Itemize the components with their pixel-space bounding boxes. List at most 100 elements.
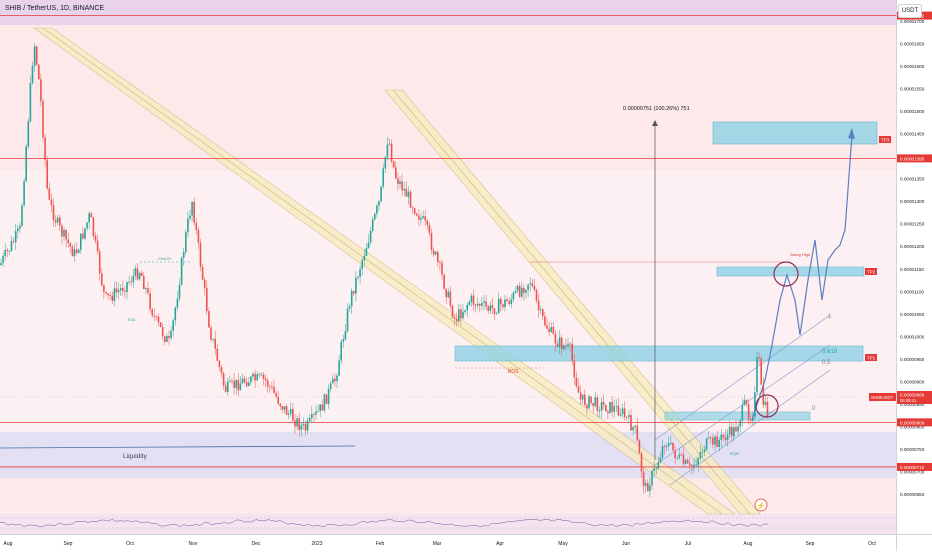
- candle-body: [653, 468, 655, 472]
- candle-body: [210, 327, 212, 340]
- candle-body: [527, 284, 529, 290]
- candle-body: [741, 404, 744, 421]
- candle-body: [367, 242, 370, 248]
- candle-body: [138, 272, 141, 280]
- candle-body: [428, 224, 431, 233]
- candle-body: [466, 304, 468, 311]
- candle-body: [619, 414, 622, 416]
- candle-body: [170, 330, 172, 339]
- zone-tp2[interactable]: [716, 266, 865, 277]
- price-tick-18: 0.00000850: [900, 402, 925, 407]
- zone-entry[interactable]: [664, 411, 811, 421]
- price-tick-13: 0.00001100: [900, 289, 924, 294]
- price-tick-5: 0.00001500: [900, 109, 925, 114]
- candle-body: [65, 229, 67, 240]
- price-tick-10: 0.00001250: [900, 222, 925, 227]
- candle-body: [426, 220, 429, 225]
- candle-body: [348, 306, 351, 309]
- chart-plot-area[interactable]: TP3 TP2 TP1 0.618 0.5 0 1 Swing High Liq…: [0, 0, 896, 534]
- candle-body: [638, 440, 641, 454]
- candle-body: [199, 242, 202, 267]
- candle-body: [248, 382, 250, 387]
- eql-label: EQL: [128, 317, 137, 322]
- candle-body: [296, 418, 298, 427]
- candle-body: [338, 360, 340, 376]
- candle-body: [403, 188, 405, 191]
- candle-body: [269, 386, 271, 388]
- candle-body: [73, 249, 76, 257]
- candle-body: [195, 222, 198, 230]
- lightning-icon[interactable]: [754, 498, 768, 512]
- candle-body: [88, 213, 90, 223]
- candle-body: [739, 420, 741, 427]
- level-tag-1: [897, 154, 932, 163]
- candle-body: [174, 307, 177, 321]
- candle-body: [405, 188, 408, 197]
- zone-tp1[interactable]: [454, 345, 864, 362]
- candle-body: [626, 416, 628, 418]
- candle-body: [298, 418, 300, 430]
- candle-body: [59, 217, 61, 226]
- candle-body: [500, 298, 502, 305]
- candle-body: [472, 295, 475, 305]
- candle-body: [615, 405, 618, 407]
- currency-button[interactable]: USDT: [898, 4, 922, 18]
- candle-body: [665, 445, 668, 447]
- candle-body: [84, 228, 86, 239]
- candle-body: [420, 217, 422, 220]
- level-tag-2: [897, 418, 932, 427]
- candle-body: [308, 417, 311, 421]
- candle-body: [455, 318, 458, 322]
- candle-body: [101, 273, 103, 285]
- asc-channel-top: [654, 314, 831, 441]
- projection-path: [751, 134, 853, 421]
- candle-body: [590, 396, 592, 403]
- candle-body: [592, 402, 594, 407]
- price-tick-9: 0.00001300: [900, 199, 925, 204]
- candle-body: [14, 231, 17, 243]
- price-tick-17: 0.00000900: [900, 379, 925, 384]
- candle-body: [161, 326, 164, 337]
- zone-tp3[interactable]: [712, 121, 878, 145]
- candle-body: [365, 247, 368, 256]
- price-axis[interactable]: 0.00001700 0.00001650 0.00001600 0.00001550…: [896, 0, 932, 534]
- fib-05: 0.5: [822, 360, 831, 366]
- candle-body: [115, 288, 118, 293]
- candle-body: [344, 331, 347, 340]
- candle-body: [21, 205, 23, 226]
- time-label-9: May: [558, 541, 568, 547]
- candle-body: [96, 240, 99, 252]
- candle-body: [187, 218, 189, 233]
- candle-body: [548, 328, 550, 332]
- candle-body: [178, 284, 181, 299]
- candle-body: [567, 343, 569, 347]
- channel-2: [384, 89, 761, 515]
- candle-body: [201, 266, 204, 280]
- candle-body: [611, 401, 613, 412]
- candle-body: [722, 434, 725, 438]
- candle-body: [140, 272, 143, 277]
- candle-body: [50, 199, 53, 206]
- time-label-14: Oct: [868, 541, 876, 547]
- candle-body: [670, 442, 672, 444]
- time-label-3: Nov: [189, 541, 198, 547]
- candle-body: [151, 309, 153, 316]
- chart-canvas[interactable]: TP3 TP2 TP1 0.618 0.5 0 1 Swing High Liq…: [0, 0, 896, 534]
- candle-body: [644, 483, 647, 486]
- candle-body: [71, 246, 74, 257]
- candle-body: [609, 401, 611, 414]
- time-axis[interactable]: Aug Sep Oct Nov Dec 2023 Feb Mar Apr May Jun Jul Aug…: [0, 534, 896, 551]
- tp2-label: TP2: [867, 270, 876, 275]
- candle-body: [256, 374, 258, 381]
- candle-body: [756, 357, 758, 393]
- tp1-tag: [865, 354, 877, 361]
- candle-body: [659, 457, 662, 463]
- circle-tp2: [773, 261, 799, 287]
- candle-body: [733, 427, 735, 437]
- candle-body: [672, 442, 674, 451]
- candle-body: [75, 249, 78, 253]
- candle-body: [353, 290, 355, 294]
- candle-body: [552, 327, 555, 334]
- candle-body: [621, 408, 624, 415]
- candle-body: [489, 305, 492, 311]
